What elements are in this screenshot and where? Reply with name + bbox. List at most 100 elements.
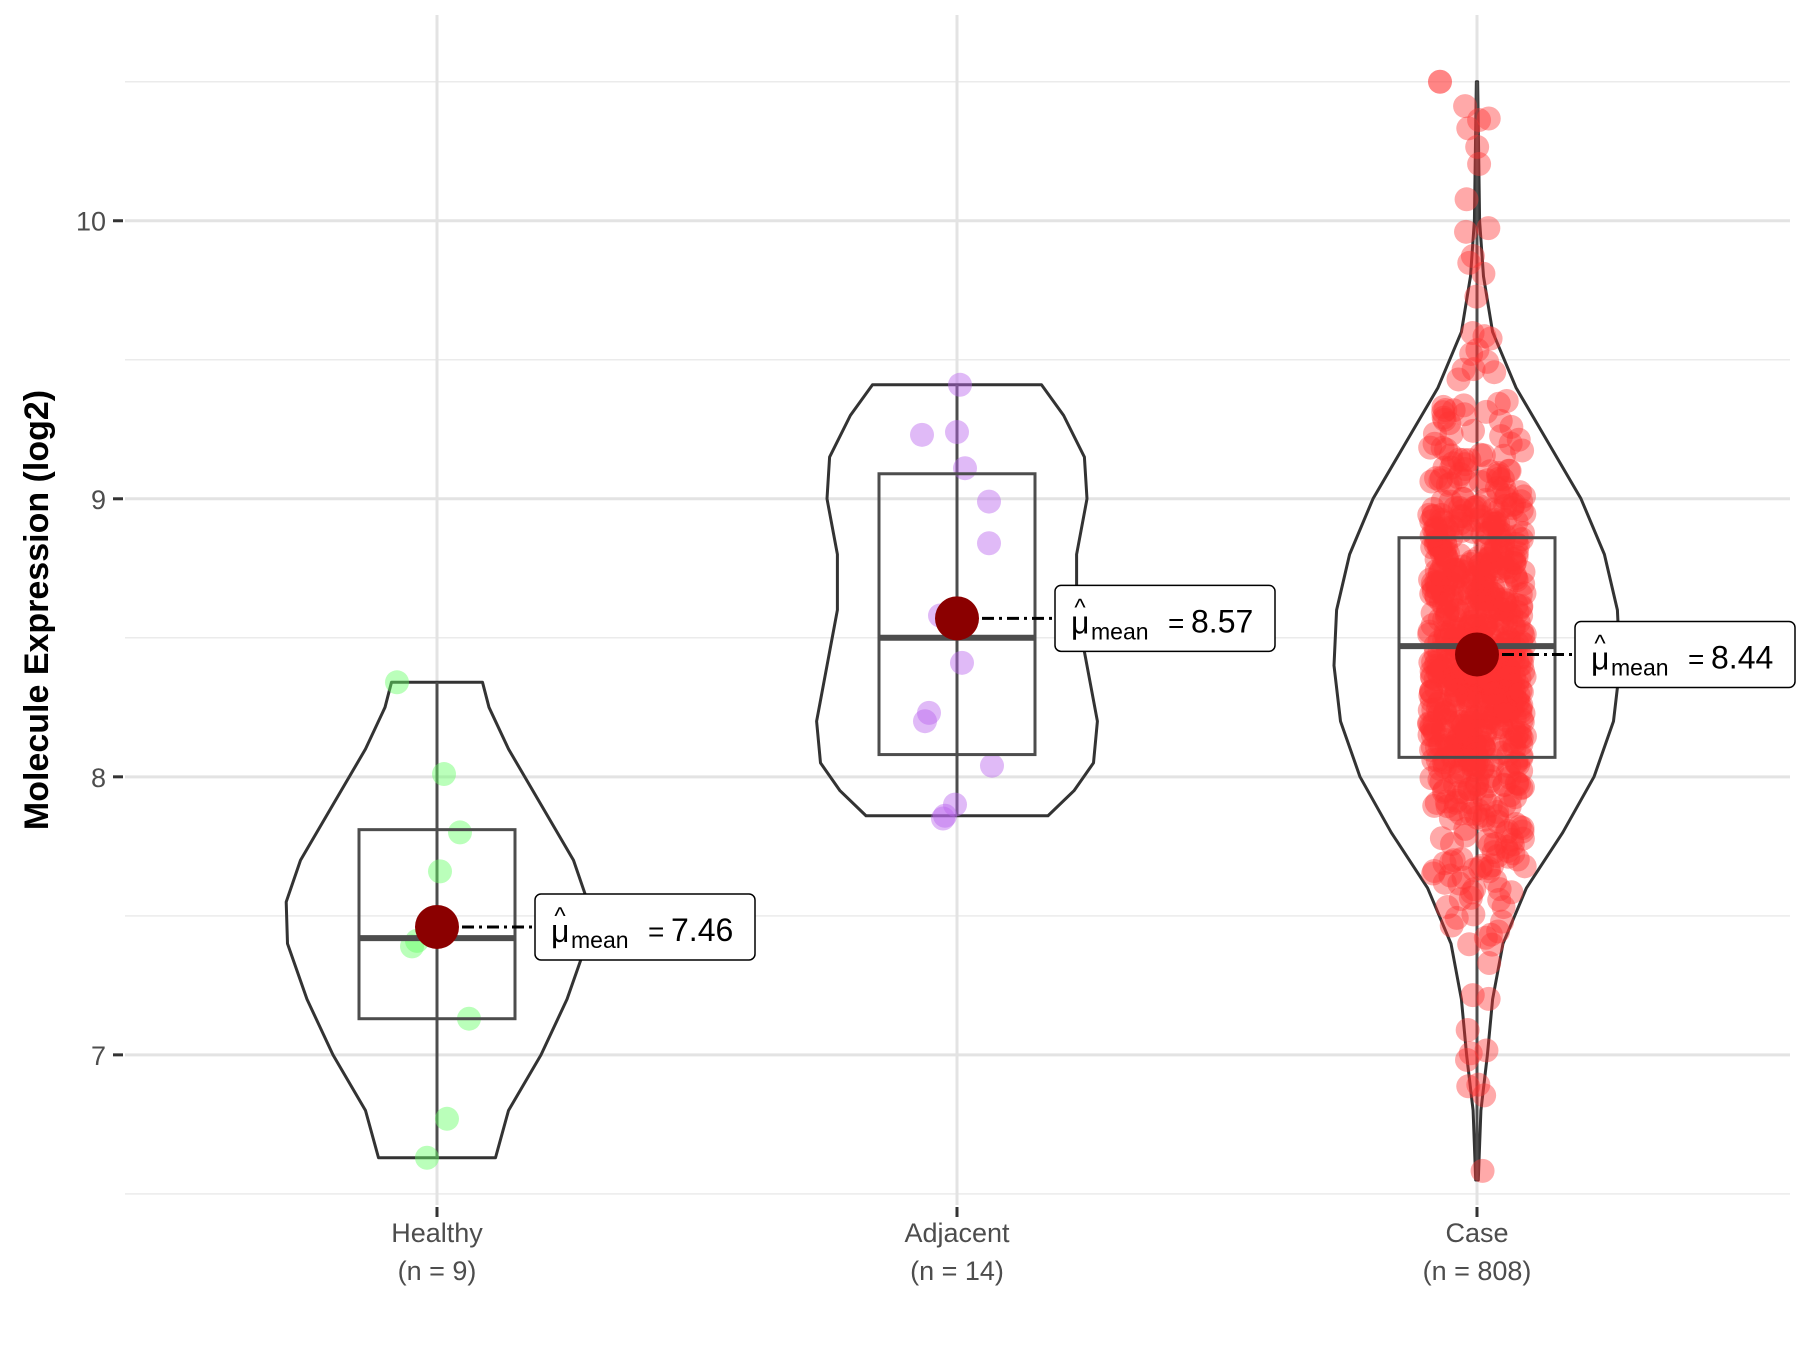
data-point: [1442, 496, 1467, 521]
data-point: [1489, 424, 1514, 449]
data-point: [1451, 393, 1476, 418]
data-point: [1458, 697, 1483, 722]
mean-point: [935, 596, 979, 641]
data-point: [428, 859, 452, 884]
data-point: [1451, 714, 1476, 739]
data-point: [1508, 480, 1533, 505]
data-point: [1471, 587, 1496, 612]
data-point: [1494, 708, 1519, 733]
data-point: [1499, 414, 1524, 439]
data-point: [1498, 695, 1523, 720]
data-point: [1497, 600, 1522, 625]
data-point: [910, 422, 934, 447]
data-point: [1444, 508, 1469, 533]
data-point: [1481, 497, 1506, 522]
data-point: [1509, 725, 1534, 750]
data-point: [1434, 728, 1459, 753]
data-point: [1476, 856, 1501, 881]
data-point: [1464, 561, 1489, 586]
data-point: [1448, 760, 1473, 785]
data-point: [1446, 564, 1471, 589]
data-point: [1491, 664, 1516, 689]
mean-label-box: [1054, 584, 1276, 653]
data-point: [1422, 710, 1447, 735]
data-point: [1471, 261, 1496, 286]
data-point: [1461, 508, 1486, 533]
data-point: [1485, 463, 1510, 488]
mean-label: ^μ mean = 7.46: [534, 893, 756, 961]
data-point: [1510, 775, 1535, 800]
data-point: [1424, 569, 1449, 594]
data-point: [1496, 742, 1521, 767]
data-point: [1466, 578, 1491, 603]
data-point: [1483, 686, 1508, 711]
data-point: [1431, 400, 1456, 425]
data-point: [1493, 679, 1518, 704]
data-point: [1474, 399, 1499, 424]
data-point: [1437, 673, 1462, 698]
data-point: [1472, 787, 1497, 812]
data-point: [1427, 534, 1452, 559]
data-point: [1486, 461, 1511, 486]
data-point: [1453, 743, 1478, 768]
data-point: [1487, 877, 1512, 902]
data-point: [1510, 652, 1535, 677]
data-point: [1428, 689, 1453, 714]
data-point: [1487, 887, 1512, 912]
data-point: [1501, 717, 1526, 742]
data-point: [1429, 826, 1454, 851]
data-point: [1498, 669, 1523, 694]
data-point: [1497, 671, 1522, 696]
data-point: [1443, 558, 1468, 583]
data-point: [1453, 452, 1478, 477]
data-point: [1435, 709, 1460, 734]
data-point: [1431, 405, 1456, 430]
data-point: [1426, 653, 1451, 678]
data-point: [1465, 134, 1490, 159]
data-point: [1442, 749, 1467, 774]
data-point: [1424, 735, 1449, 760]
data-point: [1439, 683, 1464, 708]
data-point: [1504, 592, 1529, 617]
data-point: [1457, 932, 1482, 957]
data-point: [1512, 501, 1537, 526]
data-point: [980, 753, 1004, 778]
data-point: [1421, 717, 1446, 742]
data-point: [1459, 722, 1484, 747]
data-point: [1470, 1158, 1495, 1183]
data-point: [1486, 919, 1511, 944]
data-point: [1419, 659, 1444, 684]
data-point: [1459, 736, 1484, 761]
data-point: [1423, 515, 1448, 540]
data-points: [1417, 69, 1537, 1183]
data-point: [1433, 516, 1458, 541]
x-axis: Healthy (n = 9) Adjacent (n = 14) Case (n = 8…: [391, 1207, 1531, 1286]
data-point: [1490, 546, 1515, 571]
data-point: [1493, 591, 1518, 616]
data-point: [1457, 675, 1482, 700]
data-point: [1506, 654, 1531, 679]
data-point: [1494, 575, 1519, 600]
data-point: [977, 489, 1001, 514]
data-point: [1502, 729, 1527, 754]
data-point: [1486, 391, 1511, 416]
data-point: [1440, 832, 1465, 857]
data-point: [1458, 733, 1483, 758]
data-point: [1499, 729, 1524, 754]
data-point: [1442, 606, 1467, 631]
data-point: [1467, 594, 1492, 619]
data-point: [1435, 541, 1460, 566]
data-point: [1471, 571, 1496, 596]
data-point: [1494, 834, 1519, 859]
data-point: [1511, 571, 1536, 596]
mean-label-mu: μ: [1071, 604, 1089, 640]
data-point: [1475, 468, 1500, 493]
data-point: [1497, 765, 1522, 790]
mean-label-subscript: mean: [1091, 618, 1149, 644]
data-point: [1489, 538, 1514, 563]
data-point: [1502, 551, 1527, 576]
data-point: [1448, 709, 1473, 734]
data-point: [1443, 733, 1468, 758]
data-point: [1421, 496, 1446, 521]
